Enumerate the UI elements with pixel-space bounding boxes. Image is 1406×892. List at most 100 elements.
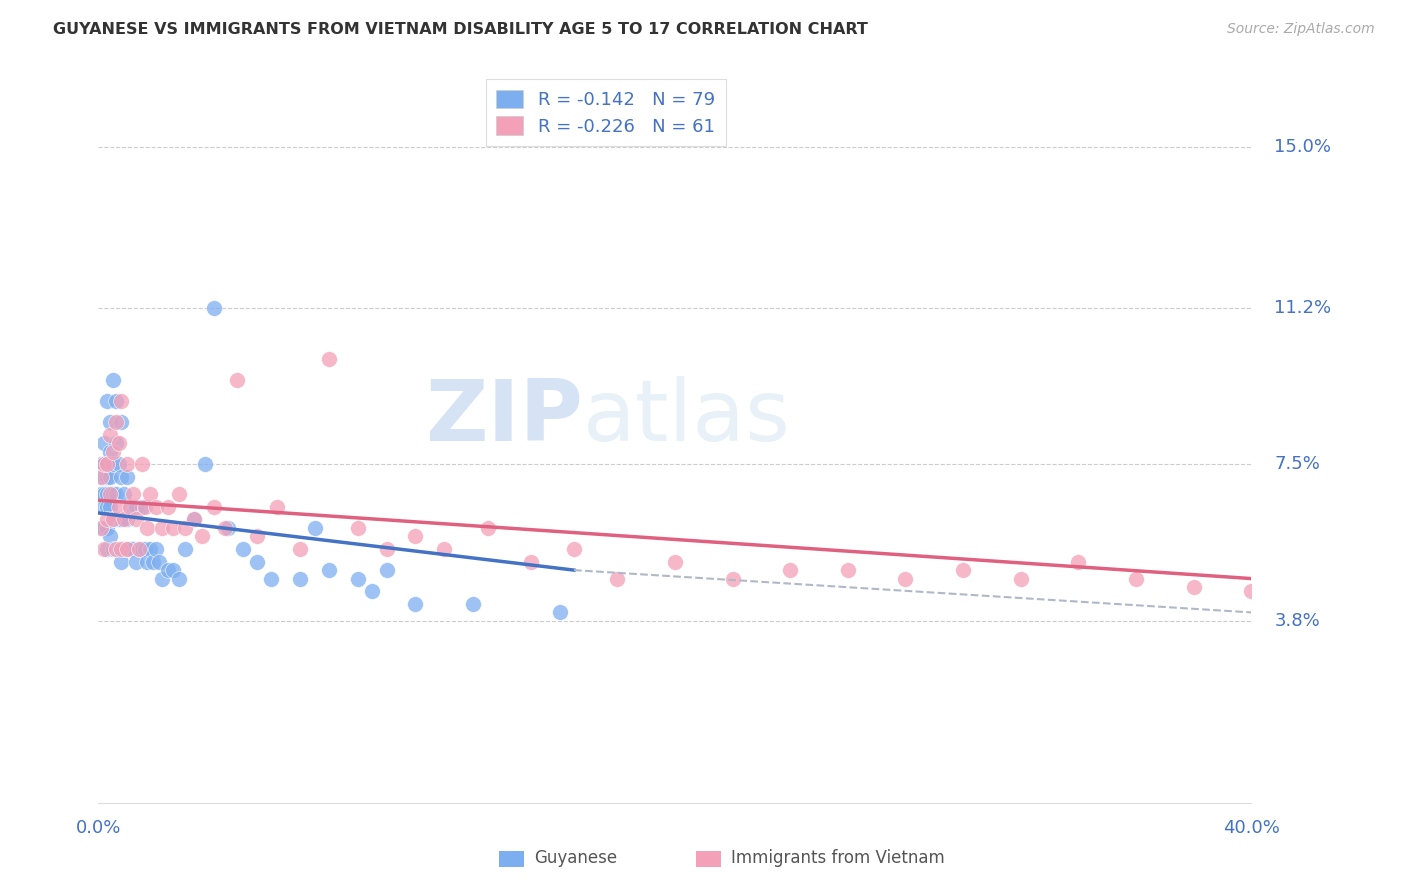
Point [139, 541, 162, 556]
Point [93, 521, 115, 535]
Point [361, 584, 384, 599]
Point [93, 500, 115, 514]
Point [101, 458, 124, 472]
Point [90, 521, 112, 535]
Point [90, 521, 112, 535]
Point [104, 487, 127, 501]
Point [90, 458, 112, 472]
Point [93, 470, 115, 484]
Point [98, 415, 121, 429]
Point [101, 512, 124, 526]
Point [120, 541, 142, 556]
Point [93, 436, 115, 450]
Point [96, 500, 118, 514]
Point [98, 487, 121, 501]
Point [134, 541, 156, 556]
Point [93, 458, 115, 472]
Point [304, 521, 326, 535]
Text: 11.2%: 11.2% [1274, 299, 1331, 317]
Point [145, 541, 167, 556]
Point [117, 541, 139, 556]
Text: Guyanese: Guyanese [534, 849, 617, 867]
Point [107, 436, 129, 450]
Text: 15.0%: 15.0% [1274, 138, 1331, 156]
Point [104, 512, 127, 526]
Point [405, 597, 427, 611]
Point [131, 500, 153, 514]
Point [110, 415, 132, 429]
Point [1010, 572, 1032, 586]
Text: ZIP: ZIP [425, 376, 582, 459]
Point [174, 541, 197, 556]
Text: Source: ZipAtlas.com: Source: ZipAtlas.com [1227, 22, 1375, 37]
Point [183, 512, 205, 526]
Point [142, 555, 165, 569]
Point [139, 487, 162, 501]
Point [202, 301, 225, 315]
Point [98, 427, 121, 442]
Point [214, 521, 236, 535]
Point [128, 541, 150, 556]
Point [477, 521, 499, 535]
Point [134, 500, 156, 514]
Point [107, 541, 129, 556]
Point [375, 541, 398, 556]
Point [150, 572, 173, 586]
Point [125, 512, 148, 526]
Point [104, 541, 127, 556]
Point [112, 541, 135, 556]
Point [191, 529, 214, 543]
Point [110, 393, 132, 408]
Point [104, 393, 127, 408]
Point [894, 572, 917, 586]
Point [375, 563, 398, 577]
Point [318, 563, 340, 577]
Point [167, 572, 190, 586]
Point [125, 555, 148, 569]
Point [167, 487, 190, 501]
Point [461, 597, 484, 611]
Point [162, 521, 184, 535]
Point [98, 470, 121, 484]
Point [246, 555, 269, 569]
Point [90, 487, 112, 501]
Point [520, 555, 543, 569]
Point [90, 470, 112, 484]
Point [779, 563, 801, 577]
Point [837, 563, 859, 577]
Point [246, 529, 269, 543]
Point [96, 521, 118, 535]
Point [104, 436, 127, 450]
Point [110, 512, 132, 526]
Point [156, 563, 179, 577]
Point [90, 470, 112, 484]
Point [96, 393, 118, 408]
Point [217, 521, 239, 535]
Point [202, 500, 225, 514]
Point [290, 541, 312, 556]
Point [290, 572, 312, 586]
Point [433, 541, 456, 556]
Point [117, 541, 139, 556]
Point [122, 487, 145, 501]
Point [1240, 584, 1263, 599]
Point [110, 470, 132, 484]
Point [112, 487, 135, 501]
Point [98, 500, 121, 514]
Point [117, 512, 139, 526]
Point [721, 572, 744, 586]
Point [101, 541, 124, 556]
Point [131, 458, 153, 472]
Point [131, 541, 153, 556]
Point [194, 458, 217, 472]
Point [150, 521, 173, 535]
Point [231, 541, 254, 556]
Point [120, 500, 142, 514]
Point [101, 373, 124, 387]
Text: atlas: atlas [582, 376, 790, 459]
Point [562, 541, 585, 556]
Point [136, 521, 159, 535]
Point [117, 470, 139, 484]
Point [101, 444, 124, 458]
Point [548, 606, 571, 620]
